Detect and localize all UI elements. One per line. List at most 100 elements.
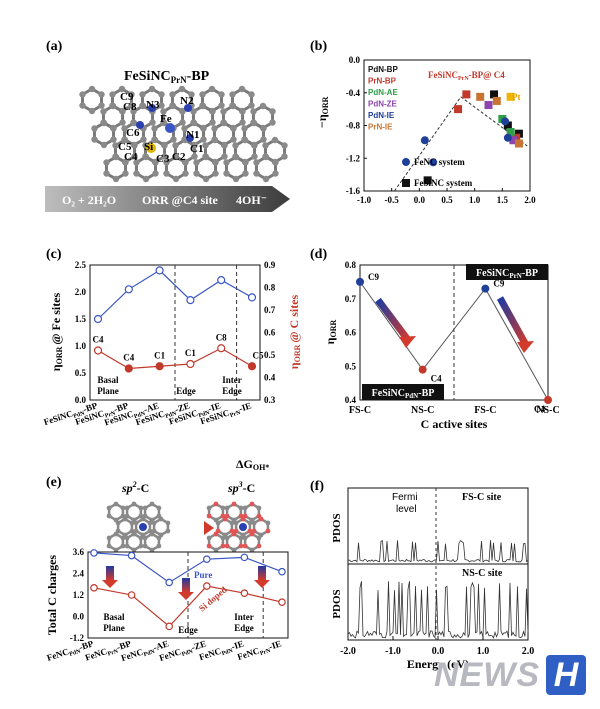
atom-label-Fe: Fe (160, 113, 172, 125)
mini-atom-sp2-0-0-4 (113, 501, 119, 507)
atom-c-16-0 (230, 136, 237, 143)
mini-atom-sp3-2-0-2 (206, 543, 212, 549)
atom-c-8-3 (160, 108, 167, 115)
mini-ring-sp2-1-2 (152, 517, 170, 537)
point-b-PrN-IE-2 (514, 139, 523, 148)
xtick-label-d-1: NS-C (411, 405, 434, 416)
ring-25 (134, 155, 158, 181)
mini-atom-sp2-1-2-4 (158, 516, 164, 522)
atom-c-25-2 (133, 170, 140, 177)
atom-c-28-4 (232, 153, 240, 161)
ring-28 (224, 155, 248, 181)
atom-c-10-0 (239, 119, 246, 126)
atom-c-19-5 (161, 142, 168, 149)
line-e-0 (93, 552, 283, 584)
atom-c-12-5 (110, 125, 117, 132)
atom-c-14-3 (151, 125, 158, 132)
point-c-c-4 (217, 344, 226, 353)
mini-atom-sp2-0-1-3 (124, 505, 130, 511)
xcat-c-tail: -IE (207, 400, 222, 413)
mini-atom-sp3-0-2-4 (249, 501, 255, 507)
xcat-e-tail: -BP (115, 638, 132, 652)
atom-c-23-0 (281, 153, 288, 160)
point-e-0-0 (90, 549, 98, 557)
atom-c-26-0 (182, 170, 189, 177)
series-d: C9 C4 C9 C4 (356, 265, 552, 414)
ytick-label-b-3: -1.2 (346, 153, 361, 163)
mini-atom-sp2-1-1-3 (133, 520, 139, 526)
xtick-label-f-4: 2.0 (522, 646, 535, 657)
ylabel-e: Total C charges (45, 555, 59, 636)
mini-atom-sp3-2-2-1 (249, 547, 255, 553)
mini-atom-sp2-2-2-3 (142, 535, 148, 541)
mini-atom-sp2-1-1-4 (140, 516, 146, 522)
region-c-4: Edge (222, 386, 242, 396)
atom-c-8-0 (179, 119, 186, 126)
atom-si (146, 143, 156, 153)
xtick-label-b-5: 1.5 (497, 195, 509, 205)
fs-c-label: FS-C site (462, 492, 502, 503)
xcat-e-main: FeNC (46, 646, 70, 662)
xcat-e-tail: -BP (78, 638, 95, 652)
point-label-d-0: C9 (368, 272, 379, 282)
point-c-fe-1 (124, 285, 133, 294)
point-b-FeSiNC system-0 (423, 176, 432, 185)
atom-label-C3: C3 (156, 153, 170, 165)
xcat-e-sub: PdN (69, 648, 82, 657)
atom-c-21-4 (211, 136, 219, 144)
drop-arrow-e-1 (182, 578, 190, 592)
atom-c-4-5 (218, 91, 225, 98)
mini-atom-sp3-2-2-5 (256, 535, 262, 541)
mini-ring-sp3-1-0 (216, 517, 234, 537)
mini-ring-sp3-2-2 (243, 532, 261, 552)
legend-b-PdN-IE: PdN-IE (368, 111, 395, 120)
legend-b-PdN-BP: PdN-BP (368, 65, 398, 74)
atom-n-2 (186, 134, 194, 142)
panel-a-label: (a) (46, 39, 63, 54)
atom-c-10-3 (220, 108, 227, 115)
region-e-0: Basal (103, 612, 125, 622)
panel-d-label: (d) (310, 247, 327, 262)
atom-c-21-3 (202, 142, 209, 149)
atom-c-1-5 (128, 91, 135, 98)
pdos-label-top: PDOS (331, 513, 343, 542)
point-c-fe-3 (186, 296, 195, 305)
news-watermark: NEWS H (434, 655, 586, 695)
mini-atom-sp3-2-0-5 (220, 535, 226, 541)
mini-atom-sp2-2-2-5 (156, 535, 162, 541)
point-b-PdN-ZE-0 (484, 101, 493, 110)
watermark-logo: H (546, 655, 586, 695)
point-e-1-1 (127, 591, 136, 599)
atom-c-4-0 (218, 102, 225, 109)
mini-atom-sp2-0-1-4 (131, 501, 137, 507)
legend-marker-fesinc (402, 179, 410, 187)
mini-atom-sp2-2-1-2 (124, 543, 130, 549)
mini-atom-sp2-2-2-4 (149, 531, 155, 537)
mini-atom-sp3-2-1-1 (231, 547, 237, 553)
xcat-e-sub: PdN (143, 649, 156, 658)
drop-arrow-e-2 (258, 566, 266, 580)
mini-atom-sp3-0-1-4 (231, 501, 237, 507)
mini-atom-sp2-2-0-4 (113, 531, 119, 537)
xcat-e-tail: -IE (268, 638, 283, 651)
xtick-label-b-4: 1.0 (469, 195, 481, 205)
mini-atom-sp2-2-2-1 (149, 547, 155, 553)
mini-atom-sp2-2-0-0 (120, 543, 126, 549)
mini-atom-sp2-0-1-5 (138, 505, 144, 511)
point-c-fe-0 (93, 314, 103, 324)
point-b-PrN-BP-0 (454, 105, 463, 114)
ytick-label-c-left-2: 1.0 (75, 341, 87, 351)
atom-label-C8: C8 (123, 101, 137, 113)
atom-c-7-3 (130, 108, 137, 115)
atom-c-28-3 (223, 159, 230, 166)
atom-c-9-0 (209, 119, 216, 126)
atom-c-22-0 (251, 153, 258, 160)
atom-c-17-4 (250, 119, 258, 127)
mini-atom-sp3-1-2-4 (258, 516, 264, 522)
panel-a-title: FeSiNCPrN-BP (124, 69, 210, 85)
atom-c-7-0 (149, 119, 156, 126)
atom-c-6-4 (109, 102, 117, 110)
mini-atom-sp2-1-0-3 (115, 520, 121, 526)
